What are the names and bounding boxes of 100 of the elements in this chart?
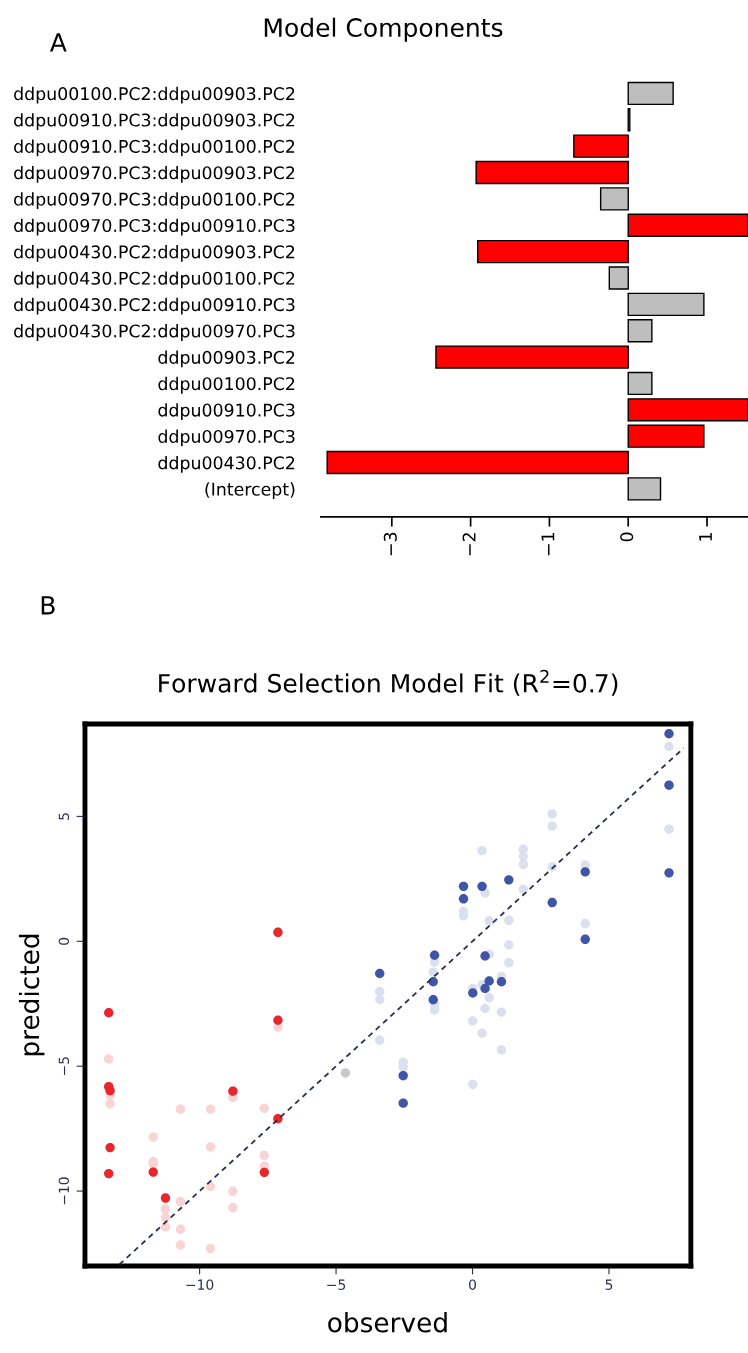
point <box>504 915 514 926</box>
point <box>477 881 487 892</box>
bar <box>627 477 662 501</box>
point <box>160 1204 171 1214</box>
point <box>175 1104 186 1114</box>
point <box>175 1196 186 1207</box>
point <box>340 1068 351 1078</box>
y-tick-label: ddpu00430.PC2:ddpu00903.PC2 <box>14 245 295 262</box>
point <box>273 927 283 938</box>
bar <box>573 134 629 158</box>
point <box>205 1243 216 1254</box>
point <box>259 1167 269 1178</box>
point <box>428 977 438 987</box>
point <box>664 868 674 878</box>
point <box>480 1003 490 1014</box>
point <box>504 940 514 950</box>
point <box>205 1142 216 1152</box>
point <box>496 1007 507 1017</box>
x-axis-title: observed <box>328 1312 447 1333</box>
y-axis-title: predicted <box>18 934 45 1056</box>
y-tick-label: ddpu00970.PC3:ddpu00903.PC2 <box>14 165 295 183</box>
x-tick-label: −5 <box>327 1279 346 1290</box>
point <box>428 995 438 1005</box>
y-tick-label: ddpu00970.PC3:ddpu00100.PC2 <box>14 192 295 210</box>
bar <box>627 319 653 343</box>
x-tick-label: 0 <box>469 1279 477 1290</box>
bar <box>627 213 748 237</box>
point <box>160 1193 171 1203</box>
point <box>480 951 490 961</box>
point <box>484 916 494 926</box>
y-tick-label: −5 <box>58 1057 70 1075</box>
point <box>148 1132 158 1142</box>
y-tick-label: ddpu00910.PC3:ddpu00100.PC2 <box>14 139 295 157</box>
point <box>580 934 590 945</box>
point <box>547 821 557 831</box>
point <box>458 881 469 892</box>
y-tick-label: ddpu00100.PC2 <box>158 376 295 394</box>
point <box>504 958 514 968</box>
bar <box>475 160 629 185</box>
bar <box>608 266 629 290</box>
y-tick-label: ddpu00910.PC3 <box>158 403 295 421</box>
bar <box>627 81 674 106</box>
x-tick-label: −2 <box>462 533 476 556</box>
x-tick-label: −1 <box>541 533 555 556</box>
point <box>468 1016 478 1026</box>
x-tick-label: −3 <box>383 532 397 556</box>
point <box>664 741 674 752</box>
point <box>458 894 469 904</box>
point <box>480 983 490 994</box>
y-tick-label: −10 <box>58 1177 70 1205</box>
point <box>104 1008 114 1018</box>
y-tick-label: ddpu00430.PC2 <box>158 455 295 473</box>
y-tick-label: (Intercept) <box>205 482 295 500</box>
chart-title: Forward Selection Model Fit (R$^{2}$=0.7) <box>159 669 618 696</box>
point <box>664 824 674 834</box>
point <box>259 1150 269 1161</box>
point <box>104 1054 114 1064</box>
point <box>504 875 514 885</box>
x-tick-label: 0 <box>620 532 634 542</box>
point <box>580 918 590 929</box>
y-tick-label: ddpu00903.PC2 <box>158 350 295 368</box>
text: A <box>49 33 67 52</box>
point <box>228 1086 238 1096</box>
point <box>547 897 557 908</box>
point <box>484 993 494 1003</box>
y-tick-label: ddpu00100.PC2:ddpu00903.PC2 <box>14 86 295 104</box>
point <box>105 1098 115 1109</box>
chart-title: Model Components <box>264 17 503 42</box>
point <box>375 994 385 1005</box>
point <box>477 845 487 856</box>
point <box>148 1167 158 1177</box>
point <box>398 1070 408 1081</box>
point <box>518 859 528 870</box>
point <box>477 1028 487 1038</box>
bar <box>599 187 629 211</box>
bar <box>435 345 629 369</box>
point <box>429 950 440 960</box>
x-tick-label: 1 <box>699 533 712 541</box>
y-tick-label: ddpu00430.PC2:ddpu00100.PC2 <box>14 271 295 289</box>
point <box>496 977 507 987</box>
y-tick-label: ddpu00910.PC3:ddpu00903.PC2 <box>14 113 295 130</box>
point <box>468 988 478 998</box>
bar <box>627 371 653 396</box>
x-tick-label: 5 <box>605 1279 613 1290</box>
y-tick-label: ddpu00970.PC3:ddpu00910.PC3 <box>14 218 295 236</box>
point <box>484 976 494 986</box>
bar <box>326 450 629 475</box>
text: B <box>41 596 55 615</box>
point <box>375 1035 385 1045</box>
x-tick-label: −10 <box>186 1279 214 1290</box>
point <box>496 1045 507 1055</box>
point <box>375 968 385 979</box>
point <box>273 1015 283 1025</box>
point <box>175 1224 186 1234</box>
point <box>105 1142 115 1153</box>
point <box>228 1202 238 1213</box>
y-tick-label: 0 <box>58 937 70 945</box>
y-tick-label: ddpu00970.PC3 <box>158 429 295 447</box>
point <box>580 867 590 877</box>
bar <box>477 239 629 264</box>
